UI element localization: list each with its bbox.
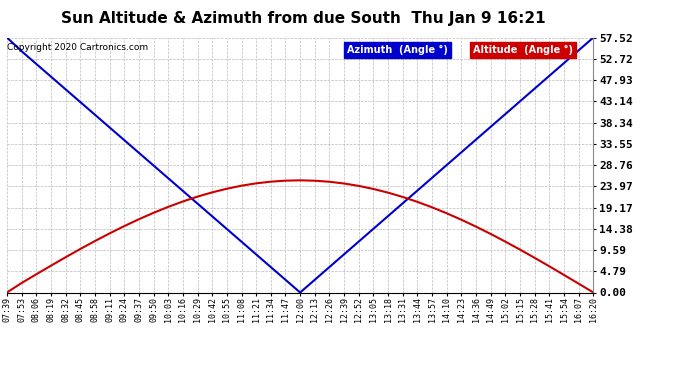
Text: Altitude  (Angle °): Altitude (Angle °)	[473, 45, 573, 55]
Text: Copyright 2020 Cartronics.com: Copyright 2020 Cartronics.com	[8, 43, 148, 52]
Text: Azimuth  (Angle °): Azimuth (Angle °)	[347, 45, 448, 55]
Text: Sun Altitude & Azimuth from due South  Thu Jan 9 16:21: Sun Altitude & Azimuth from due South Th…	[61, 11, 546, 26]
